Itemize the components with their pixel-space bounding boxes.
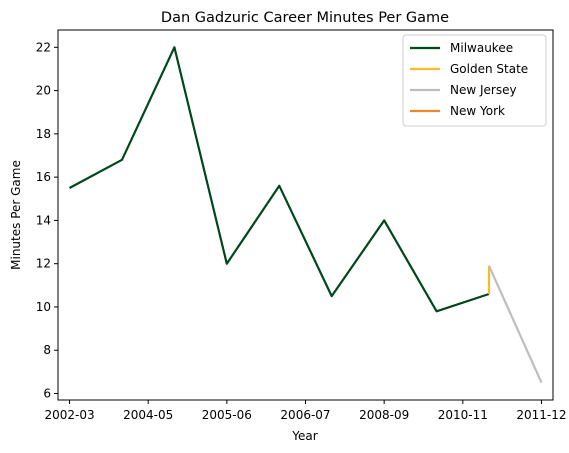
x-tick-label: 2006-07 (280, 408, 330, 422)
legend-box (402, 34, 547, 127)
x-axis: 2002-03 2004-05 2005-06 2006-07 2008-09 2010-… (44, 400, 567, 422)
x-tick-label: 2011-12 (516, 408, 566, 422)
series-line-milwaukee (68, 46, 490, 313)
legend-label: New York (450, 104, 505, 118)
y-tick-label: 18 (36, 127, 51, 141)
y-tick-label: 10 (36, 300, 51, 314)
x-tick-label: 2004-05 (123, 408, 173, 422)
series-line-new-jersey (487, 265, 543, 384)
legend: Milwaukee Golden State New Jersey New York (402, 34, 547, 127)
y-tick-label: 20 (36, 84, 51, 98)
y-tick-label: 22 (36, 40, 51, 54)
y-axis: 6 8 10 12 14 16 18 20 22 (36, 40, 58, 401)
y-axis-title: Minutes Per Game (9, 160, 23, 270)
series-layer (68, 46, 543, 384)
legend-label: Milwaukee (450, 41, 513, 55)
x-tick-label: 2002-03 (44, 408, 94, 422)
y-tick-label: 14 (36, 213, 51, 227)
legend-label: Golden State (450, 62, 528, 76)
x-tick-label: 2005-06 (202, 408, 252, 422)
y-tick-label: 12 (36, 257, 51, 271)
chart-title: Dan Gadzuric Career Minutes Per Game (161, 10, 449, 26)
y-tick-label: 8 (43, 343, 51, 357)
legend-label: New Jersey (450, 83, 517, 97)
x-tick-label: 2010-11 (438, 408, 488, 422)
y-tick-label: 6 (43, 387, 51, 401)
y-tick-label: 16 (36, 170, 51, 184)
x-axis-title: Year (291, 429, 317, 443)
x-tick-label: 2008-09 (359, 408, 409, 422)
